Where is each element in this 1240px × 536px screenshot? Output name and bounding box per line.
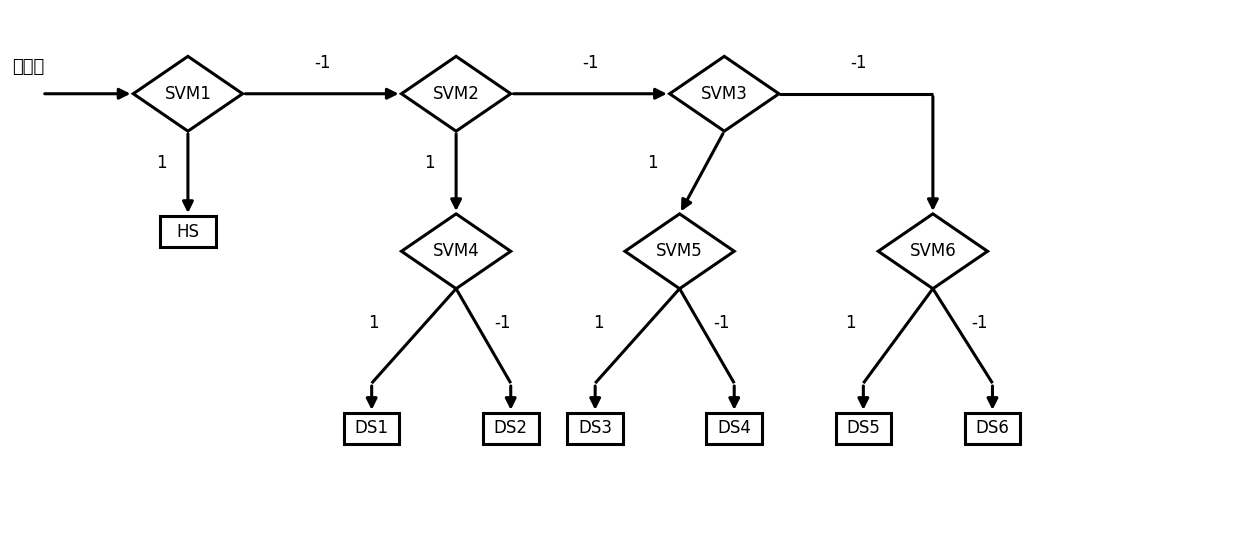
Text: DS1: DS1 (355, 420, 388, 437)
Text: DS6: DS6 (976, 420, 1009, 437)
Bar (343, 413, 399, 444)
Text: DS3: DS3 (578, 420, 613, 437)
Text: DS2: DS2 (494, 420, 528, 437)
Text: -1: -1 (851, 54, 867, 72)
Text: SVM5: SVM5 (656, 242, 703, 260)
Text: DS4: DS4 (717, 420, 751, 437)
Text: -1: -1 (495, 314, 511, 332)
Text: 1: 1 (647, 154, 658, 172)
Bar (836, 413, 892, 444)
Bar (965, 413, 1021, 444)
Text: SVM2: SVM2 (433, 85, 480, 103)
Text: 特征量: 特征量 (12, 58, 45, 76)
Bar (160, 216, 216, 247)
Text: -1: -1 (971, 314, 988, 332)
Bar (568, 413, 622, 444)
Text: 1: 1 (368, 314, 379, 332)
Text: SVM4: SVM4 (433, 242, 480, 260)
Text: 1: 1 (156, 154, 166, 172)
Text: 1: 1 (593, 314, 604, 332)
Text: -1: -1 (713, 314, 729, 332)
Text: SVM6: SVM6 (909, 242, 956, 260)
Text: -1: -1 (314, 54, 330, 72)
Bar (707, 413, 763, 444)
Text: -1: -1 (582, 54, 599, 72)
Bar (482, 413, 538, 444)
Text: SVM3: SVM3 (701, 85, 748, 103)
Text: 1: 1 (424, 154, 434, 172)
Text: SVM1: SVM1 (165, 85, 211, 103)
Text: 1: 1 (846, 314, 856, 332)
Text: HS: HS (176, 222, 200, 241)
Text: DS5: DS5 (847, 420, 880, 437)
